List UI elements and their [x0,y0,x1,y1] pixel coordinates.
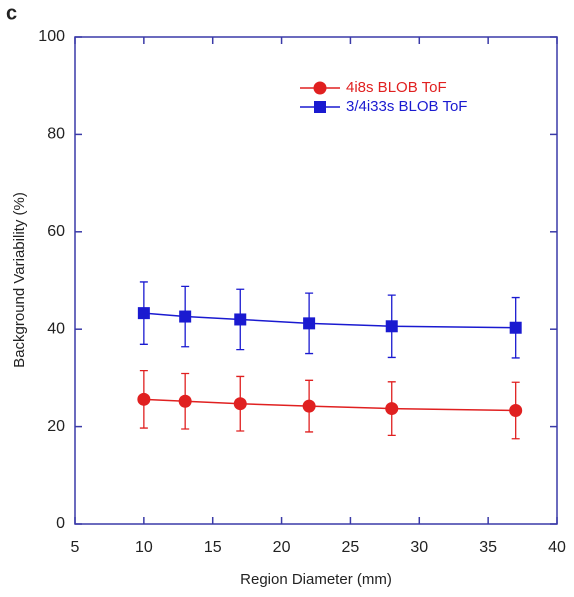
y-tick-label: 100 [38,28,65,45]
legend-marker [313,81,327,95]
legend-marker [314,101,326,113]
point [179,310,192,323]
panel-label: c [6,2,17,24]
point [385,320,398,333]
y-tick-label: 40 [47,320,65,337]
legend-label: 4i8s BLOB ToF [346,79,447,96]
point [303,317,316,330]
y-tick-label: 20 [47,418,65,435]
point [233,397,247,411]
y-tick-label: 80 [47,126,65,143]
y-tick-label: 0 [56,515,65,532]
point [234,313,247,326]
point [178,394,192,408]
x-tick-label: 40 [548,539,566,556]
x-tick-label: 30 [410,539,428,556]
x-tick-label: 35 [479,539,497,556]
y-tick-label: 60 [47,223,65,240]
point [509,404,523,418]
series-line [143,398,516,412]
point [509,321,522,334]
x-axis-label: Region Diameter (mm) [240,571,392,588]
point [137,392,151,406]
plot-frame [74,36,558,525]
y-axis-label: Background Variability (%) [11,192,28,368]
x-tick-label: 20 [273,539,291,556]
x-tick-label: 5 [71,539,80,556]
point [302,399,316,413]
x-tick-label: 15 [204,539,222,556]
legend-label: 3/4i33s BLOB ToF [346,98,467,115]
point [385,402,399,416]
series-line [143,312,516,329]
point [137,307,150,320]
x-tick-label: 25 [342,539,360,556]
x-tick-label: 10 [135,539,153,556]
